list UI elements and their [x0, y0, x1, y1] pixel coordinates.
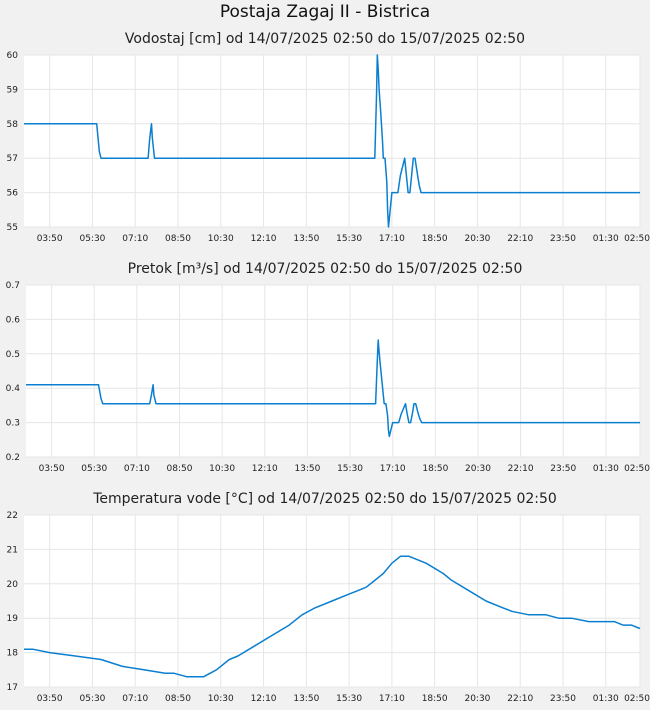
x-tick-label: 20:30 — [465, 464, 491, 474]
y-tick-label: 20 — [7, 580, 19, 590]
x-tick-label: 02:50 — [624, 694, 650, 704]
x-tick-label: 08:50 — [167, 464, 193, 474]
chart-title-temperatura: Temperatura vode [°C] od 14/07/2025 02:5… — [93, 491, 557, 507]
series-line-vodostaj — [24, 54, 640, 228]
x-tick-label: 17:10 — [379, 234, 405, 244]
x-tick-label: 07:10 — [124, 464, 150, 474]
x-tick-label: 05:30 — [79, 694, 105, 704]
x-tick-label: 01:30 — [593, 464, 619, 474]
x-tick-label: 12:10 — [252, 464, 278, 474]
x-tick-label: 08:50 — [165, 694, 191, 704]
y-tick-label: 56 — [7, 189, 19, 199]
x-tick-label: 02:50 — [624, 234, 650, 244]
x-tick-label: 08:50 — [165, 234, 191, 244]
y-tick-label: 57 — [7, 154, 18, 164]
x-tick-label: 13:50 — [293, 694, 319, 704]
x-tick-label: 23:50 — [550, 234, 576, 244]
y-tick-label: 0.4 — [6, 384, 21, 394]
y-tick-label: 18 — [7, 649, 19, 659]
y-tick-label: 0.2 — [6, 453, 20, 463]
x-tick-label: 10:30 — [208, 694, 234, 704]
series-line-temperatura — [24, 555, 641, 678]
x-tick-label: 03:50 — [39, 464, 65, 474]
x-tick-label: 01:30 — [593, 234, 619, 244]
x-tick-label: 05:30 — [79, 234, 105, 244]
y-tick-label: 58 — [7, 120, 19, 130]
x-tick-label: 15:30 — [336, 234, 362, 244]
x-tick-label: 18:50 — [422, 234, 448, 244]
x-tick-label: 17:10 — [380, 464, 406, 474]
x-tick-label: 07:10 — [122, 694, 148, 704]
x-tick-label: 12:10 — [251, 234, 277, 244]
x-tick-label: 20:30 — [464, 694, 490, 704]
y-tick-label: 55 — [7, 223, 18, 233]
y-tick-label: 22 — [7, 511, 18, 521]
y-tick-label: 17 — [7, 683, 18, 693]
y-tick-label: 0.6 — [6, 315, 21, 325]
chart-title-pretok: Pretok [m³/s] od 14/07/2025 02:50 do 15/… — [127, 261, 523, 277]
y-tick-label: 0.3 — [6, 419, 20, 429]
y-tick-label: 0.7 — [6, 281, 20, 291]
y-tick-label: 0.5 — [6, 350, 20, 360]
x-tick-label: 22:10 — [507, 234, 533, 244]
x-tick-label: 10:30 — [209, 464, 235, 474]
x-tick-label: 03:50 — [37, 234, 63, 244]
chart-title-vodostaj: Vodostaj [cm] od 14/07/2025 02:50 do 15/… — [124, 31, 526, 47]
x-tick-label: 17:10 — [379, 694, 405, 704]
x-tick-label: 18:50 — [422, 694, 448, 704]
x-tick-label: 05:30 — [81, 464, 107, 474]
chart-pretok: 0.7 0.6 0.5 0.4 0.3 0.2 03:50 05:30 07:10 08:50 10… — [6, 281, 650, 474]
x-tick-label: 02:50 — [624, 464, 650, 474]
plot-area — [26, 285, 640, 457]
y-tick-label: 19 — [7, 614, 19, 624]
x-tick-label: 01:30 — [593, 694, 619, 704]
x-tick-label: 15:30 — [336, 694, 362, 704]
y-tick-label: 60 — [7, 51, 19, 61]
x-tick-label: 12:10 — [251, 694, 277, 704]
page-title: Postaja Zagaj II - Bistrica — [219, 2, 431, 22]
x-tick-label: 23:50 — [550, 464, 576, 474]
x-tick-label: 03:50 — [37, 694, 63, 704]
y-tick-label: 21 — [7, 545, 18, 555]
x-tick-label: 10:30 — [208, 234, 234, 244]
series-line-pretok — [26, 339, 640, 438]
x-tick-label: 07:10 — [122, 234, 148, 244]
x-tick-label: 15:30 — [337, 464, 363, 474]
x-tick-label: 20:30 — [464, 234, 490, 244]
x-tick-label: 22:10 — [508, 464, 534, 474]
x-tick-label: 13:50 — [293, 234, 319, 244]
x-tick-label: 23:50 — [550, 694, 576, 704]
y-tick-label: 59 — [7, 85, 19, 95]
x-tick-label: 22:10 — [507, 694, 533, 704]
chart-temperatura: 22 21 20 19 18 17 03:50 05:30 07:10 08:50 10:30 12:… — [7, 511, 650, 704]
plot-area — [24, 55, 640, 227]
chart-vodostaj: 60 59 58 57 56 55 03:50 05:30 07:10 08:50 10:30 12:… — [7, 51, 650, 244]
x-tick-label: 18:50 — [422, 464, 448, 474]
x-tick-label: 13:50 — [294, 464, 320, 474]
